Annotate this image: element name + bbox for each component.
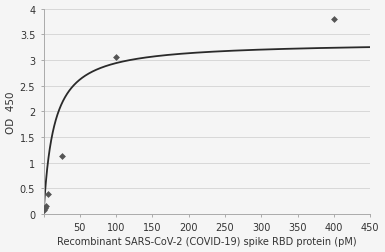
Point [59, 154, 65, 158]
Y-axis label: OD  450: OD 450 [5, 91, 15, 133]
Point [43, 204, 49, 208]
Point [42, 206, 48, 210]
X-axis label: Recombinant SARS-CoV-2 (COVID-19) spike RBD protein (pM): Recombinant SARS-CoV-2 (COVID-19) spike … [57, 237, 357, 246]
Point [41, 208, 47, 212]
Point [45, 193, 51, 197]
Point [331, 18, 337, 22]
Point [113, 56, 119, 60]
